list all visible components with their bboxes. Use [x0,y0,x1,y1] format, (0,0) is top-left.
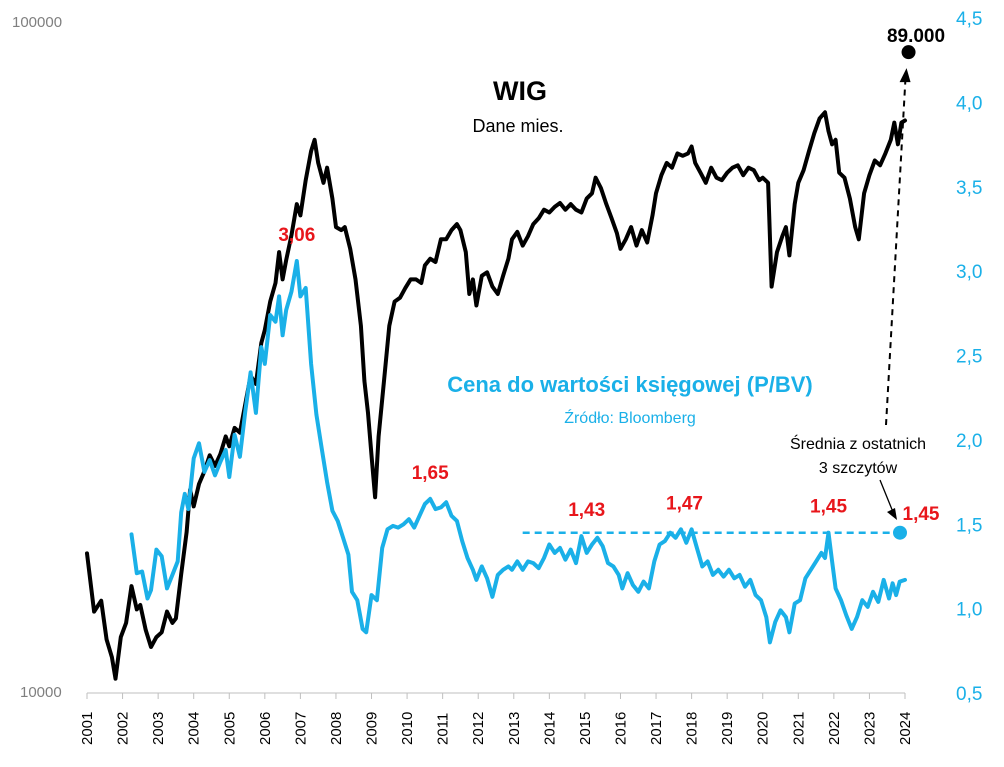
target-dashed-arrow [885,77,907,426]
x-tick-label: 2013 [506,712,523,745]
x-tick-label: 2009 [364,712,381,745]
x-tick-label: 2006 [257,712,274,745]
right-tick-label: 2,5 [956,347,982,368]
pbv-series-line [129,259,907,645]
series-layer [85,110,907,681]
x-tick-label: 2001 [79,712,96,745]
right-tick-label: 4,0 [956,93,982,114]
x-tick-label: 2005 [221,712,238,745]
note-arrow-line [879,479,894,513]
peak-label: 3,06 [278,225,315,246]
x-tick-label: 2016 [612,712,629,745]
peak-label: 1,65 [412,463,449,484]
peak-label: 1,45 [810,497,847,518]
target-arrow-head [899,68,911,83]
note-arrow-head [887,508,897,520]
pbv-title: Cena do wartości księgowej (P/BV) [447,372,813,397]
average-note-line-2: 3 szczytów [819,460,898,477]
chart-subtitle: Dane mies. [472,116,563,136]
x-tick-label: 2007 [292,712,309,745]
x-tick-label: 2020 [755,712,772,745]
right-tick-label: 3,0 [956,262,982,283]
right-tick-label: 1,0 [956,600,982,621]
average-point-marker [893,525,907,540]
x-tick-label: 2010 [399,712,416,745]
x-tick-label: 2023 [861,712,878,745]
right-tick-label: 3,5 [956,178,982,199]
peak-label: 1,43 [568,500,605,521]
pbv-source: Źródło: Bloomberg [564,408,696,427]
left-tick-label: 10000 [20,684,62,701]
right-tick-label: 1,5 [956,515,982,536]
chart-title: WIG [493,76,547,106]
x-tick-label: 2021 [790,712,807,745]
x-tick-label: 2019 [719,712,736,745]
x-tick-label: 2015 [577,712,594,745]
x-tick-label: 2017 [648,712,665,745]
axes: 2001 2002 2003 2004 2005 2006 2007 2008 2009 2010… [12,9,982,745]
x-tick-label: 2004 [186,712,203,745]
x-tick-label: 2018 [684,712,701,745]
average-note-line-1: Średnia z ostatnich [790,434,926,453]
x-tick-label: 2024 [897,712,914,745]
x-tick-label: 2012 [470,712,487,745]
x-tick-label: 2008 [328,712,345,745]
x-tick-label: 2014 [541,712,558,745]
right-tick-label: 2,0 [956,431,982,452]
target-marker [901,45,916,60]
x-tick-label: 2011 [435,713,452,745]
x-tick-label: 2022 [826,712,843,745]
left-tick-label: 100000 [12,14,62,31]
x-tick-label: 2002 [115,712,132,745]
average-value-label: 1,45 [903,504,940,525]
peak-label: 1,47 [666,493,703,514]
x-tick-label: 2003 [150,712,167,745]
target-label: 89.000 [887,26,945,47]
wig-series-line [85,110,907,681]
right-tick-label: 4,5 [956,9,982,30]
annotation-layer: 3,06 1,65 1,43 1,47 1,45 [278,45,916,540]
right-tick-label: 0,5 [956,684,982,705]
